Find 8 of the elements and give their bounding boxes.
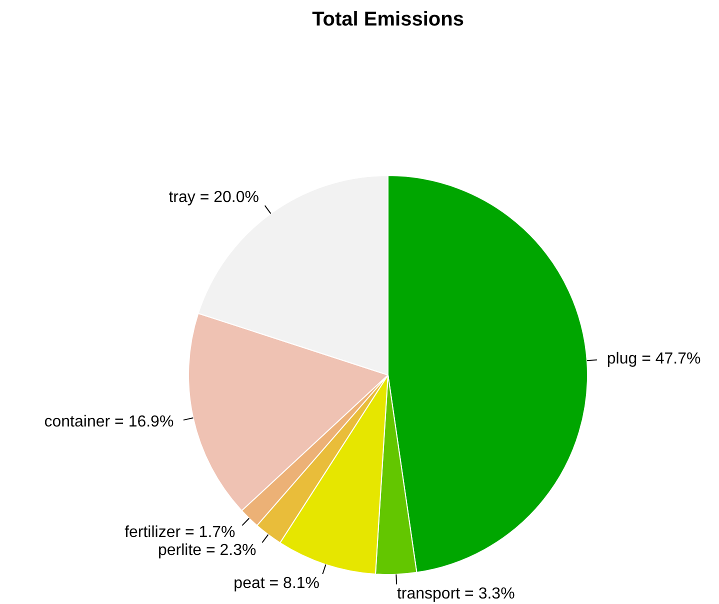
slice-label: peat = 8.1% [234,574,320,592]
chart-title: Total Emissions [312,8,464,31]
slice-label: transport = 3.3% [396,586,515,603]
slice-label: container = 16.9% [44,414,174,431]
slice-label: fertilizer = 1.7% [124,524,236,541]
slice-label: plug = 47.7% [606,350,701,368]
slice-label: perlite = 2.3% [158,542,256,559]
slice-label: tray = 20.0% [168,188,260,206]
